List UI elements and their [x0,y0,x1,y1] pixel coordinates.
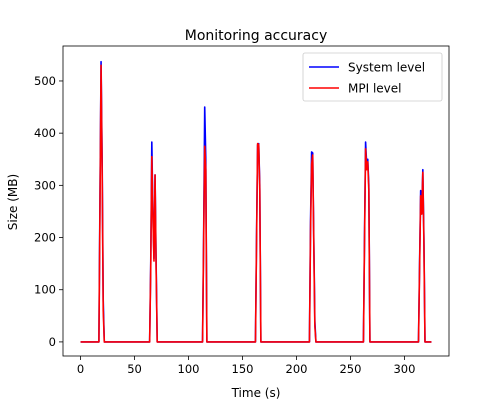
chart-title: Monitoring accuracy [185,28,327,44]
y-tick-label: 400 [34,126,56,140]
x-tick-label: 100 [178,362,200,376]
plot-lines [80,60,432,343]
x-axis-ticks: 0 50 100 150 200 250 300 [77,356,415,376]
series-line-mpi-level [80,64,432,343]
x-tick-label: 300 [393,362,415,376]
x-tick-label: 150 [232,362,254,376]
y-tick-label: 200 [34,231,56,245]
legend-box [302,52,443,102]
plot-area-frame [62,45,450,357]
y-tick-label: 0 [49,335,56,349]
y-axis-label: Size (MB) [6,174,20,230]
y-tick-label: 300 [34,178,56,192]
y-tick-label: 500 [34,74,56,88]
x-axis-label: Time (s) [231,386,281,400]
x-tick-label: 250 [339,362,361,376]
x-tick-label: 50 [127,362,142,376]
x-tick-label: 200 [286,362,308,376]
x-tick-label: 0 [77,362,84,376]
chart-legend: System level MPI level [302,52,443,102]
legend-label-mpi-level: MPI level [348,82,401,96]
y-axis-ticks: 0 100 200 300 400 500 [34,74,63,349]
y-tick-label: 100 [34,283,56,297]
legend-label-system-level: System level [348,61,425,75]
